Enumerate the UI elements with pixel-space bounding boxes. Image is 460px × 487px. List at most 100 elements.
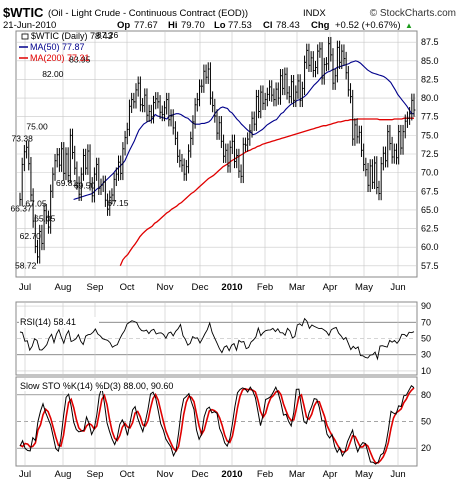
close-label: Cl bbox=[263, 20, 273, 31]
price-tick-label: 85.0 bbox=[421, 56, 439, 66]
price-tick-label: 62.5 bbox=[421, 224, 439, 234]
ma200-legend-label: MA(200) 77.31 bbox=[30, 53, 90, 63]
price-annotation: 67.05 bbox=[25, 199, 47, 209]
instrument-name: (Oil - Light Crude - Continuous Contract… bbox=[48, 8, 248, 19]
exchange: INDX bbox=[303, 8, 326, 19]
price-tick-label: 75.0 bbox=[421, 130, 439, 140]
month-label: Mar bbox=[289, 282, 305, 293]
rsi-tick-label: 90 bbox=[421, 301, 431, 311]
price-y-axis: 57.5 60.0 62.5 65.0 67.5 70.0 72.5 75.0 77.5 80.0… bbox=[421, 37, 439, 271]
open-value: 77.67 bbox=[134, 20, 158, 31]
price-annotation: 82.00 bbox=[42, 69, 64, 79]
price-bars bbox=[19, 36, 416, 264]
price-tick-label: 67.5 bbox=[421, 186, 439, 196]
month-label: Sep bbox=[87, 282, 104, 293]
stoch-k-line bbox=[19, 384, 415, 465]
open-label: Op bbox=[117, 20, 130, 31]
price-x-axis: Jul Aug Sep Oct Nov Dec 2010 Feb Mar Apr May Jun bbox=[19, 282, 406, 293]
stoch-legend-label: Slow STO %K(14) %D(3) 88.00, 90.60 bbox=[20, 381, 173, 391]
price-tick-label: 65.0 bbox=[421, 205, 439, 215]
price-tick-label: 82.5 bbox=[421, 74, 439, 84]
stoch-panel-frame bbox=[15, 376, 418, 467]
stoch-grid bbox=[17, 378, 416, 465]
price-annotation: 83.95 bbox=[69, 55, 91, 65]
price-annotation: 58.72 bbox=[15, 261, 37, 271]
month-label: Oct bbox=[120, 282, 135, 293]
rsi-legend: RSI(14) 58.41 bbox=[19, 317, 99, 328]
price-annotation: 75.00 bbox=[26, 121, 48, 131]
change-label: Chg bbox=[311, 20, 330, 31]
month-label: 2010 bbox=[221, 282, 242, 293]
stoch-legend: Slow STO %K(14) %D(3) 88.00, 90.60 bbox=[19, 380, 231, 391]
stoch-tick-label: 50 bbox=[421, 417, 431, 427]
stoch-d-line bbox=[19, 387, 415, 464]
stoch-month-label: Oct bbox=[120, 469, 135, 480]
stoch-tick-label: 80 bbox=[421, 390, 431, 400]
price-annotation: 67.15 bbox=[107, 198, 129, 208]
price-panel-frame bbox=[15, 30, 418, 278]
price-legend-swatch bbox=[21, 33, 29, 40]
price-annotation: 62.70 bbox=[20, 231, 42, 241]
rsi-tick-label: 50 bbox=[421, 334, 431, 344]
month-label: Feb bbox=[257, 282, 273, 293]
rsi-tick-label: 70 bbox=[421, 317, 431, 327]
stoch-month-label: 2010 bbox=[221, 469, 242, 480]
stoch-month-label: Apr bbox=[323, 469, 338, 480]
rsi-grid bbox=[17, 303, 416, 374]
price-annotation: 65.05 bbox=[34, 214, 56, 224]
stoch-month-label: Feb bbox=[257, 469, 273, 480]
price-tick-label: 70.0 bbox=[421, 168, 439, 178]
month-label: Jul bbox=[19, 282, 31, 293]
price-annotation: 69.50 bbox=[74, 180, 96, 190]
rsi-tick-label: 10 bbox=[421, 366, 431, 376]
month-label: Dec bbox=[192, 282, 209, 293]
change-value: +0.52 (+0.67%) bbox=[335, 20, 401, 31]
price-tick-label: 87.5 bbox=[421, 37, 439, 47]
low-value: 77.53 bbox=[228, 20, 252, 31]
price-annotation: 73.38 bbox=[12, 133, 34, 143]
price-legend-label: $WTIC (Daily) 78.43 bbox=[31, 31, 113, 41]
ma200-line bbox=[119, 117, 414, 267]
price-grid bbox=[17, 32, 416, 276]
price-tick-label: 60.0 bbox=[421, 242, 439, 252]
price-annotation: 87.26 bbox=[97, 30, 119, 40]
rsi-line bbox=[19, 317, 415, 361]
symbol: $WTIC bbox=[3, 5, 44, 20]
stoch-month-label: Aug bbox=[55, 469, 72, 480]
stoch-month-label: May bbox=[355, 469, 373, 480]
rsi-legend-bg bbox=[19, 317, 99, 328]
stoch-month-label: Jun bbox=[390, 469, 405, 480]
rsi-panel-frame bbox=[15, 301, 418, 376]
quote-date: 21-Jun-2010 bbox=[3, 20, 56, 31]
stoch-tick-label: 20 bbox=[421, 443, 431, 453]
close-value: 78.43 bbox=[276, 20, 300, 31]
price-tick-label: 80.0 bbox=[421, 93, 439, 103]
price-legend: $WTIC (Daily) 78.43 MA(50) 77.87 MA(200)… bbox=[19, 31, 113, 63]
stoch-legend-bg bbox=[19, 380, 231, 391]
rsi-tick-label: 30 bbox=[421, 350, 431, 360]
month-label: Aug bbox=[55, 282, 72, 293]
price-tick-label: 72.5 bbox=[421, 149, 439, 159]
price-annotation: 69.81 bbox=[56, 178, 78, 188]
ma50-legend-label: MA(50) 77.87 bbox=[30, 42, 85, 52]
low-label: Lo bbox=[214, 20, 226, 31]
rsi-legend-label: RSI(14) 58.41 bbox=[20, 317, 76, 327]
high-label: Hi bbox=[168, 20, 178, 31]
change-up-arrow-icon: ▲ bbox=[405, 21, 413, 30]
stoch-month-label: Sep bbox=[87, 469, 104, 480]
month-label: Jun bbox=[390, 282, 405, 293]
price-annotations: 66.37 73.38 58.72 62.70 75.00 67.05 65.05 82.00… bbox=[10, 30, 128, 271]
stoch-month-label: Dec bbox=[192, 469, 209, 480]
price-tick-label: 57.5 bbox=[421, 261, 439, 271]
month-label: Apr bbox=[323, 282, 338, 293]
high-value: 79.70 bbox=[181, 20, 205, 31]
stoch-x-axis: Jul Aug Sep Oct Nov Dec 2010 Feb Mar Apr May Jun bbox=[19, 469, 406, 480]
month-label: May bbox=[355, 282, 373, 293]
stoch-month-label: Mar bbox=[289, 469, 305, 480]
stoch-month-label: Jul bbox=[19, 469, 31, 480]
stoch-month-label: Nov bbox=[157, 469, 174, 480]
stoch-y-axis: 20 50 80 bbox=[421, 390, 431, 453]
ma50-line bbox=[73, 60, 414, 201]
